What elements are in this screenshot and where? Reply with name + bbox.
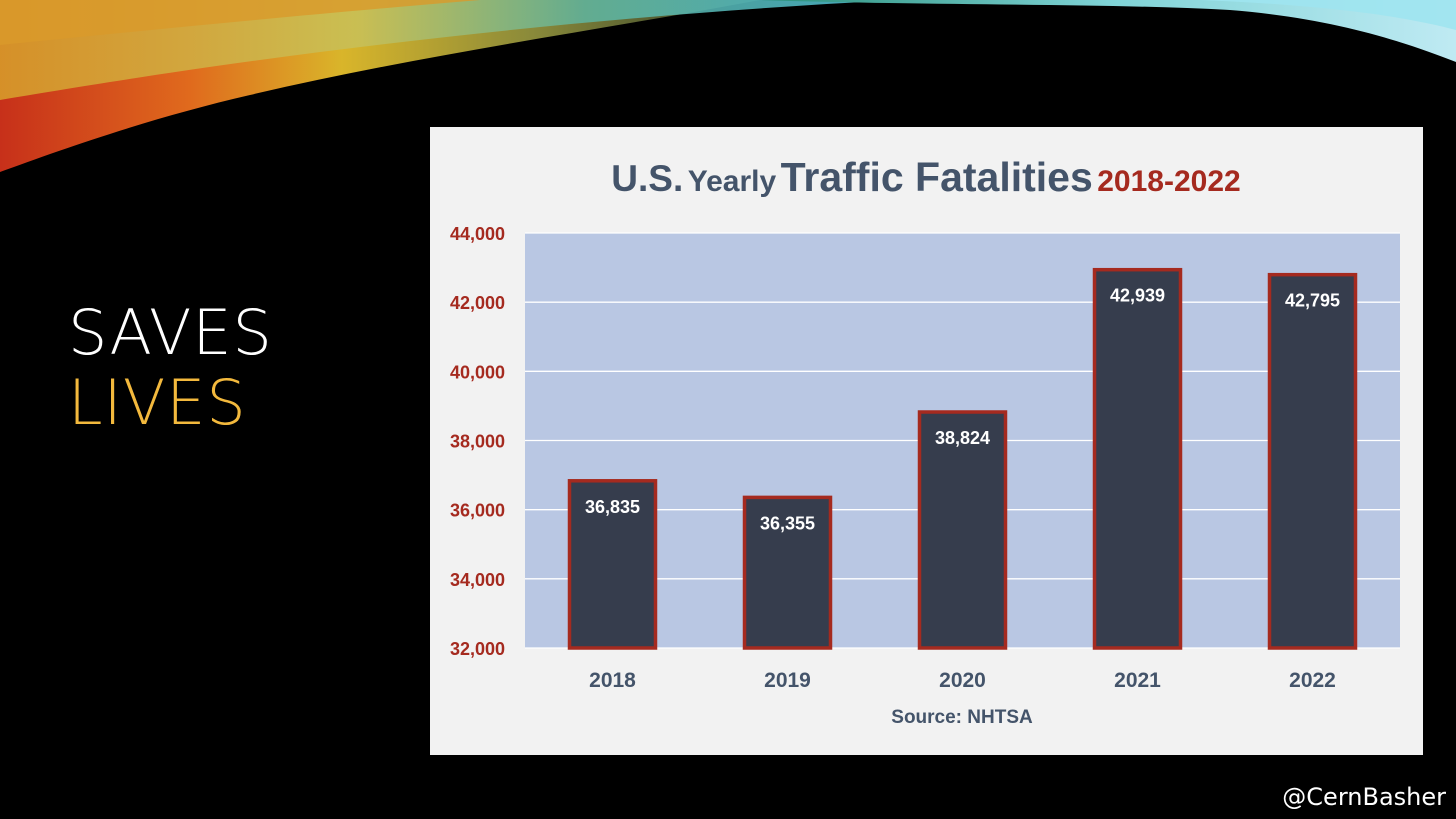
x-tick-label-2021: 2021 <box>1114 669 1161 692</box>
y-tick-label: 36,000 <box>450 501 505 521</box>
x-tick-label-2019: 2019 <box>764 669 811 692</box>
bar-2021 <box>1095 270 1181 648</box>
x-tick-label-2020: 2020 <box>939 669 986 692</box>
x-tick-label-2018: 2018 <box>589 669 636 692</box>
x-axis: 2018 2019 2020 2021 2022 <box>589 669 1336 692</box>
chart-title-part-4: 2018-2022 <box>1097 165 1240 198</box>
data-label-2021: 42,939 <box>1110 286 1165 306</box>
data-label-2020: 38,824 <box>935 428 990 448</box>
bar-2022 <box>1270 275 1356 648</box>
chart-panel: U.S. Yearly Traffic Fatalities 2018-2022… <box>430 127 1423 755</box>
y-tick-label: 40,000 <box>450 362 505 382</box>
bar-chart: U.S. Yearly Traffic Fatalities 2018-2022… <box>430 127 1423 755</box>
x-axis-source-label: Source: NHTSA <box>891 707 1033 728</box>
data-label-2018: 36,835 <box>585 497 640 517</box>
data-label-2022: 42,795 <box>1285 291 1340 311</box>
data-label-2019: 36,355 <box>760 513 815 533</box>
y-tick-label: 34,000 <box>450 570 505 590</box>
x-tick-label-2022: 2022 <box>1289 669 1336 692</box>
chart-title: U.S. Yearly Traffic Fatalities 2018-2022 <box>611 154 1240 200</box>
chart-title-part-2: Yearly <box>688 165 777 198</box>
y-tick-label: 32,000 <box>450 639 505 659</box>
slide-title: SAVES LIVES <box>68 298 273 438</box>
chart-title-part-3: Traffic Fatalities <box>781 154 1093 200</box>
y-tick-label: 42,000 <box>450 293 505 313</box>
y-tick-label: 44,000 <box>450 224 505 244</box>
slide-title-line-1: SAVES <box>68 298 273 368</box>
author-handle: @CernBasher <box>1282 783 1446 811</box>
y-tick-label: 38,000 <box>450 432 505 452</box>
chart-title-part-1: U.S. <box>611 158 683 199</box>
y-axis: 32,000 34,000 36,000 38,000 40,000 42,000 44,0… <box>450 224 505 659</box>
slide-title-line-2: LIVES <box>68 368 273 438</box>
